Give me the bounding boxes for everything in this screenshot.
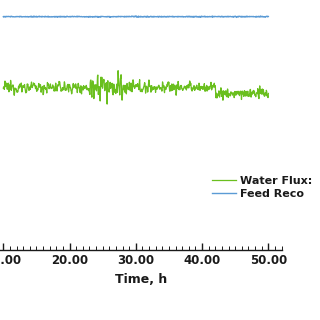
Feed Reco	[133, 14, 137, 18]
Water Flux:	[1, 86, 5, 90]
Feed Reco	[1, 15, 5, 19]
Feed Reco	[230, 15, 234, 19]
Feed Reco	[156, 14, 159, 18]
Feed Reco	[171, 15, 174, 19]
Water Flux:	[156, 86, 160, 90]
X-axis label: Time, h: Time, h	[115, 273, 167, 286]
Feed Reco	[203, 14, 207, 18]
Feed Reco	[235, 15, 238, 19]
Legend: Water Flux:, Feed Reco: Water Flux:, Feed Reco	[212, 176, 313, 199]
Line: Feed Reco: Feed Reco	[3, 16, 268, 17]
Water Flux:	[163, 87, 167, 91]
Feed Reco	[163, 15, 166, 19]
Feed Reco	[267, 15, 270, 19]
Water Flux:	[116, 69, 120, 73]
Water Flux:	[105, 102, 109, 106]
Feed Reco	[18, 14, 21, 18]
Water Flux:	[203, 89, 207, 93]
Line: Water Flux:: Water Flux:	[3, 71, 268, 104]
Water Flux:	[230, 92, 234, 96]
Water Flux:	[171, 88, 175, 92]
Water Flux:	[18, 82, 21, 86]
Water Flux:	[267, 92, 270, 95]
